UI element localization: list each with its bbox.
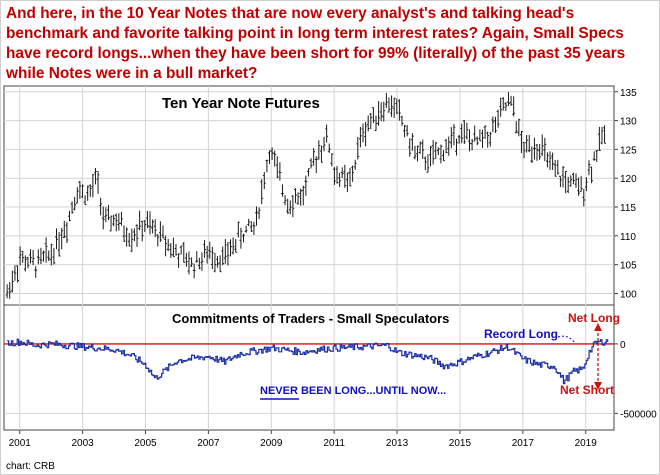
cot-chart-title: Commitments of Traders - Small Speculato… — [172, 311, 449, 326]
price-bars — [5, 92, 606, 299]
headline-text: And here, in the 10 Year Notes that are … — [6, 5, 626, 82]
price-tick-label: 115 — [620, 203, 636, 214]
x-tick-label: 2003 — [71, 438, 94, 449]
price-y-axis: 100 105 110 115 120 125 130 135 — [614, 88, 637, 300]
x-tick-label: 2017 — [512, 438, 535, 449]
price-tick-label: 110 — [620, 232, 636, 243]
net-short-arrowhead — [594, 382, 602, 390]
net-long-label: Net Long — [568, 311, 620, 325]
cot-panel — [3, 304, 615, 431]
cot-y-axis: 0 -500000 — [614, 340, 657, 420]
record-long-arrow — [557, 335, 575, 343]
x-tick-label: 2015 — [449, 438, 472, 449]
price-tick-label: 120 — [620, 174, 637, 185]
price-tick-label: 105 — [620, 261, 637, 272]
x-tick-label: 2009 — [260, 438, 283, 449]
net-short-label: Net Short — [560, 383, 614, 397]
price-grid — [4, 86, 614, 305]
x-tick-label: 2001 — [9, 438, 32, 449]
net-long-arrowhead — [594, 323, 602, 331]
x-axis: 2001 2003 2005 2007 2009 2011 2013 2015 2017 2019 — [9, 430, 598, 449]
price-tick-label: 125 — [620, 145, 637, 156]
price-chart-title: Ten Year Note Futures — [162, 95, 320, 112]
x-tick-label: 2011 — [323, 438, 345, 449]
source-label: chart: CRB — [6, 461, 55, 472]
cot-tick-label: 0 — [620, 340, 626, 351]
price-tick-label: 100 — [620, 289, 637, 300]
price-panel — [3, 85, 615, 306]
x-tick-label: 2007 — [197, 438, 220, 449]
x-tick-label: 2013 — [386, 438, 409, 449]
cot-tick-label: -500000 — [620, 409, 657, 420]
cot-series-line — [7, 338, 609, 385]
x-tick-label: 2005 — [134, 438, 157, 449]
price-tick-label: 135 — [620, 88, 637, 99]
never-been-long-label: NEVER BEEN LONG...UNTIL NOW... — [260, 385, 446, 397]
record-long-label: Record Long — [484, 327, 558, 341]
x-tick-label: 2019 — [575, 438, 598, 449]
price-tick-label: 130 — [620, 117, 637, 128]
